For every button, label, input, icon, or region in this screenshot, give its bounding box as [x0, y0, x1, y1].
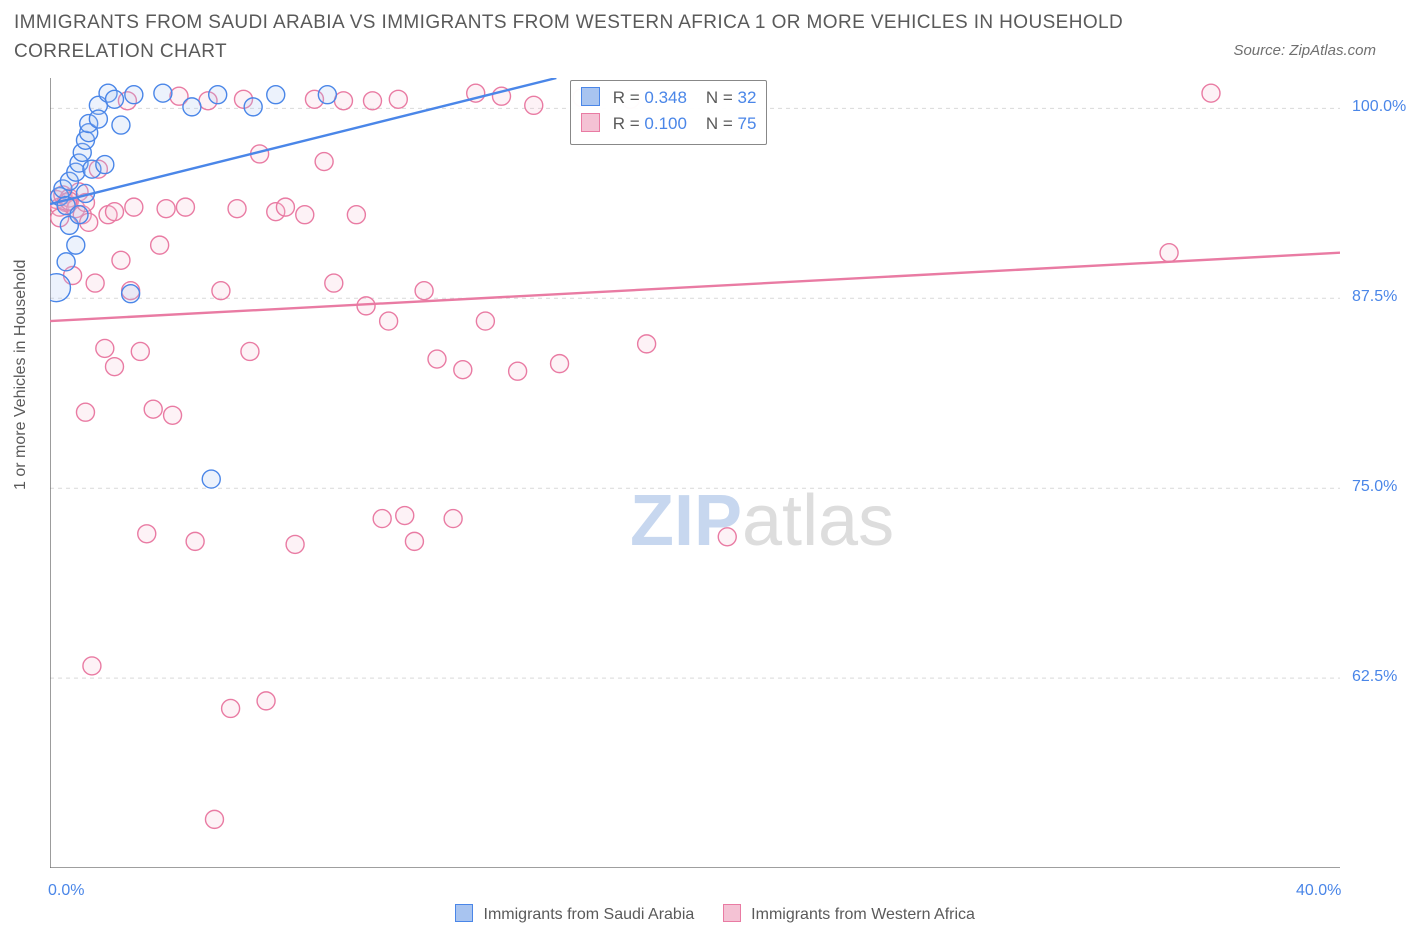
- ytick-label: 100.0%: [1352, 98, 1406, 116]
- plot-area: [50, 78, 1340, 868]
- ytick-label: 87.5%: [1352, 288, 1397, 306]
- source-attribution: Source: ZipAtlas.com: [1233, 42, 1376, 59]
- stats-row-saudi: R = 0.348 N = 32: [581, 85, 756, 111]
- bottom-legend: Immigrants from Saudi Arabia Immigrants …: [0, 904, 1406, 924]
- ytick-label: 62.5%: [1352, 668, 1397, 686]
- swatch-wafrica-icon: [581, 113, 600, 132]
- stats-legend: R = 0.348 N = 32 R = 0.100 N = 75: [570, 80, 767, 145]
- swatch-wafrica-icon: [723, 904, 741, 922]
- y-axis-label: 1 or more Vehicles in Household: [12, 260, 30, 490]
- chart-title: IMMIGRANTS FROM SAUDI ARABIA VS IMMIGRAN…: [14, 8, 1164, 67]
- xtick-label: 0.0%: [48, 882, 84, 900]
- ytick-label: 75.0%: [1352, 478, 1397, 496]
- stats-row-wafrica: R = 0.100 N = 75: [581, 111, 756, 137]
- chart-container: IMMIGRANTS FROM SAUDI ARABIA VS IMMIGRAN…: [0, 0, 1406, 930]
- legend-label: Immigrants from Saudi Arabia: [484, 906, 695, 923]
- xtick-label: 40.0%: [1296, 882, 1341, 900]
- legend-label: Immigrants from Western Africa: [751, 906, 975, 923]
- scatter-svg: [50, 78, 1340, 868]
- swatch-saudi-icon: [581, 87, 600, 106]
- swatch-saudi-icon: [455, 904, 473, 922]
